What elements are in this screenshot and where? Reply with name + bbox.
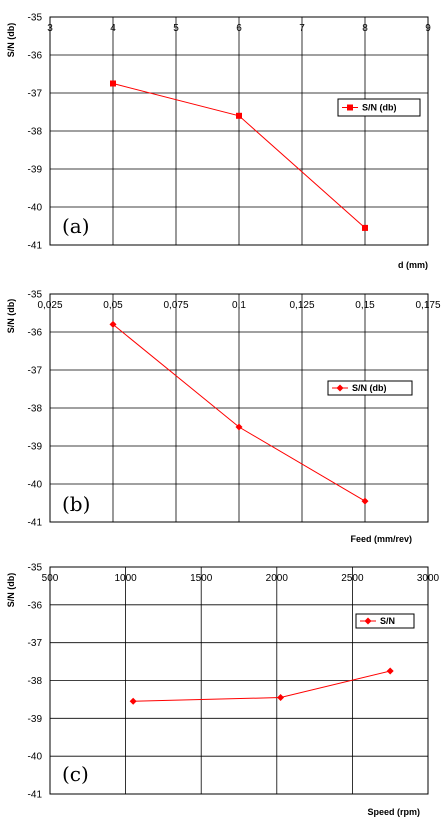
y-tick-label: -40 — [28, 480, 43, 491]
y-tick-label: -39 — [28, 165, 43, 176]
panel-letter: (b) — [62, 492, 90, 516]
legend-label: S/N — [380, 616, 395, 626]
y-tick-label: -37 — [28, 366, 43, 377]
data-point — [109, 320, 117, 328]
plot-area-border — [49, 16, 429, 246]
chart-panel-3: 500 1000 1500 2000 2500 3000-35-36-37-38-39-4… — [6, 563, 440, 818]
y-tick-label: -39 — [28, 714, 43, 725]
x-tick-label: 1500 — [190, 573, 213, 584]
y-tick-label: -39 — [28, 442, 43, 453]
x-tick-label: 2500 — [341, 573, 364, 584]
legend-box — [327, 380, 413, 396]
data-point — [110, 80, 116, 87]
x-axis-label: Speed (rpm) — [367, 807, 420, 817]
data-point — [361, 497, 369, 505]
x-tick-label: 4 — [110, 23, 116, 34]
y-axis-label: S/N (db) — [6, 23, 16, 58]
x-axis-label: d (mm) — [398, 260, 428, 270]
x-tick-label: 1000 — [114, 573, 137, 584]
y-axis-label: S/N (db) — [6, 573, 16, 608]
y-tick-label: -37 — [28, 638, 43, 649]
series-line — [133, 670, 391, 702]
x-tick-label: 5 — [173, 23, 179, 34]
chart-panel-1: 3 4 5 6 7 8 9-35-36-37-38-39-40-41S/N (db)d (m… — [6, 13, 431, 271]
x-axis-label: Feed (mm/rev) — [350, 534, 412, 544]
x-tick-label: 0,125 — [289, 300, 314, 311]
y-tick-label: -40 — [28, 203, 43, 214]
data-point — [386, 667, 394, 675]
x-tick-label: 0,15 — [355, 300, 375, 311]
x-tick-label: 0,1 — [232, 300, 246, 311]
y-tick-label: -38 — [28, 127, 43, 138]
y-tick-label: -35 — [28, 563, 43, 574]
y-tick-label: -41 — [28, 790, 43, 801]
y-tick-label: -36 — [28, 600, 43, 611]
data-point — [236, 112, 242, 119]
chart-panel-2: 0,025 0,05 0,075 0,1 0,125 0,15 0,175-35-36-37… — [6, 290, 441, 545]
y-tick-label: -37 — [28, 89, 43, 100]
y-axis-label: S/N (db) — [6, 299, 16, 334]
legend-box — [337, 98, 421, 117]
legend-box — [355, 613, 415, 629]
plot-area-border — [49, 566, 429, 795]
data-point — [362, 224, 368, 231]
legend-marker — [347, 104, 353, 111]
x-tick-label: 2000 — [266, 573, 289, 584]
data-point — [235, 423, 243, 431]
legend-label: S/N (db) — [352, 383, 387, 393]
data-point — [129, 697, 137, 705]
data-point — [277, 694, 285, 702]
plot-area-border — [49, 293, 429, 523]
x-tick-label: 6 — [236, 23, 242, 34]
y-tick-label: -41 — [28, 241, 43, 252]
legend-marker — [336, 384, 344, 392]
y-tick-label: -36 — [28, 328, 43, 339]
panel-letter: (c) — [62, 762, 89, 786]
y-tick-label: -38 — [28, 676, 43, 687]
y-tick-label: -41 — [28, 518, 43, 529]
x-tick-label: 0,075 — [163, 300, 188, 311]
y-tick-label: -40 — [28, 752, 43, 763]
legend-marker — [364, 617, 372, 625]
legend-label: S/N (db) — [362, 103, 397, 113]
y-tick-label: -35 — [28, 290, 43, 301]
y-tick-label: -38 — [28, 404, 43, 415]
x-tick-label: 0,05 — [103, 300, 123, 311]
y-tick-label: -36 — [28, 51, 43, 62]
x-tick-label: 7 — [299, 23, 305, 34]
x-tick-label: 8 — [362, 23, 368, 34]
panel-letter: (a) — [62, 214, 90, 238]
y-tick-label: -35 — [28, 13, 43, 24]
